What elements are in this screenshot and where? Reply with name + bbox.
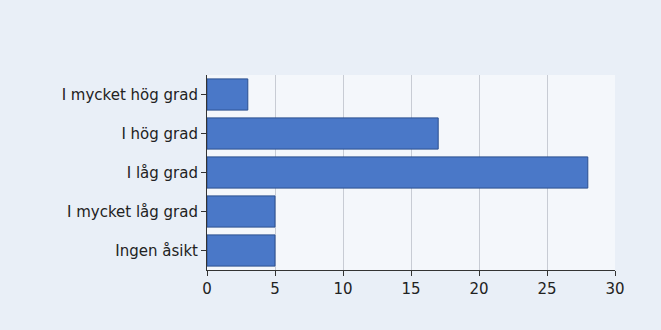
svg-text:I mycket låg grad: I mycket låg grad bbox=[67, 203, 198, 221]
svg-text:10: 10 bbox=[333, 280, 352, 298]
svg-text:20: 20 bbox=[469, 280, 488, 298]
svg-text:15: 15 bbox=[401, 280, 420, 298]
svg-text:I hög grad: I hög grad bbox=[121, 125, 198, 143]
svg-text:Ingen åsikt: Ingen åsikt bbox=[115, 242, 198, 260]
svg-text:I låg grad: I låg grad bbox=[127, 164, 198, 182]
svg-text:5: 5 bbox=[270, 280, 280, 298]
svg-text:25: 25 bbox=[537, 280, 556, 298]
svg-text:I mycket hög grad: I mycket hög grad bbox=[62, 86, 198, 104]
svg-text:30: 30 bbox=[605, 280, 624, 298]
svg-text:0: 0 bbox=[202, 280, 212, 298]
